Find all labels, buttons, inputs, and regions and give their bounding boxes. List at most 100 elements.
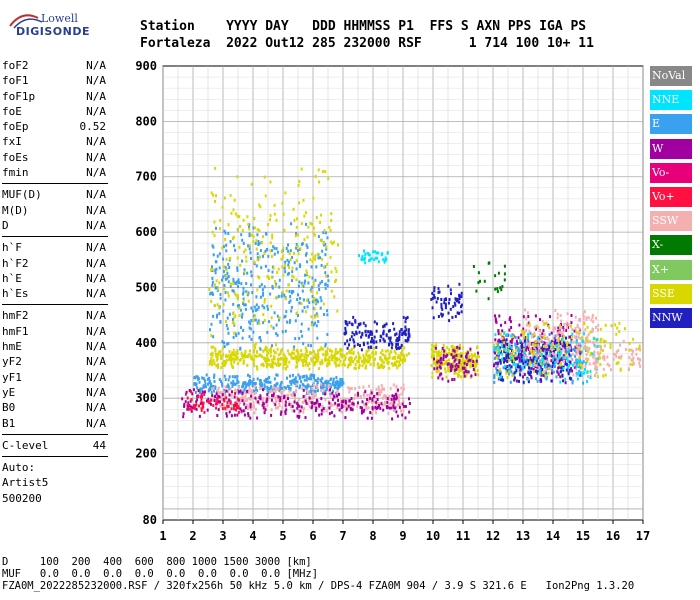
echo-point-e xyxy=(509,358,512,361)
echo-point-sse xyxy=(466,356,469,360)
echo-point-w xyxy=(446,353,449,357)
echo-point-nne xyxy=(548,342,551,346)
echo-point-sse xyxy=(218,281,221,285)
echo-point-e xyxy=(211,244,214,248)
echo-point-sse xyxy=(343,363,346,367)
echo-point-vo xyxy=(190,398,193,402)
echo-point-sse xyxy=(394,351,397,355)
echo-point-vo xyxy=(225,396,228,400)
echo-point-sse xyxy=(272,266,275,270)
echo-point-ssw xyxy=(388,397,390,401)
echo-point-sse xyxy=(272,355,275,359)
echo-point-w xyxy=(348,399,351,403)
echo-point-w xyxy=(433,357,435,361)
echo-point-e xyxy=(247,383,250,387)
x-tick-label: 4 xyxy=(249,529,256,543)
echo-point-e xyxy=(305,386,308,390)
echo-point-sse xyxy=(442,362,444,366)
echo-point-sse xyxy=(391,356,394,360)
echo-point-sse xyxy=(362,361,365,365)
echo-point-e xyxy=(296,298,299,301)
echo-point-e xyxy=(215,260,218,264)
echo-point-sse xyxy=(348,358,350,362)
echo-point-e xyxy=(210,382,212,386)
echo-point-e xyxy=(575,339,578,343)
echo-point-ssw xyxy=(577,351,580,355)
echo-point-sse xyxy=(388,352,391,356)
echo-point-ssw xyxy=(561,331,564,335)
echo-point-w xyxy=(523,373,526,376)
echo-point-sse xyxy=(277,353,280,357)
echo-point-e xyxy=(519,348,521,352)
echo-point-e xyxy=(208,381,211,385)
echo-point-nne xyxy=(596,344,599,348)
echo-point-w xyxy=(392,405,395,409)
echo-point-sse xyxy=(325,245,328,249)
echo-point-sse xyxy=(474,354,476,358)
echo-point-sse xyxy=(304,211,307,215)
echo-point-e xyxy=(225,249,228,253)
echo-point-sse xyxy=(353,366,356,370)
echo-point-e xyxy=(294,381,297,385)
echo-point-nne xyxy=(384,256,387,260)
echo-point-sse xyxy=(278,316,281,320)
echo-point-w xyxy=(550,371,553,375)
echo-point-sse xyxy=(315,358,318,362)
echo-point-ssw xyxy=(548,354,551,358)
echo-point-w xyxy=(360,411,363,415)
echo-point-e xyxy=(306,245,309,249)
echo-point-w xyxy=(450,353,453,357)
echo-point-ssw xyxy=(584,328,587,332)
echo-point-sse xyxy=(298,201,300,205)
echo-point-x xyxy=(503,264,506,268)
echo-point-nnw xyxy=(454,297,457,301)
echo-point-ssw xyxy=(383,402,386,406)
echo-point-nnw xyxy=(565,336,567,340)
echo-point-nnw xyxy=(352,338,355,342)
echo-point-w xyxy=(465,363,468,367)
echo-point-e xyxy=(252,226,255,230)
echo-point-sse xyxy=(396,366,399,370)
echo-point-ssw xyxy=(545,337,548,341)
echo-point-w xyxy=(197,389,200,392)
echo-points xyxy=(181,166,642,421)
echo-point-e xyxy=(211,280,214,284)
echo-point-sse xyxy=(295,365,298,369)
echo-point-vo xyxy=(237,397,240,401)
echo-point-nne xyxy=(512,362,515,366)
echo-point-e xyxy=(258,285,261,289)
echo-point-sse xyxy=(401,358,404,362)
echo-point-nne xyxy=(592,337,595,340)
echo-point-e xyxy=(336,379,339,383)
echo-point-sse xyxy=(244,352,247,356)
echo-point-e xyxy=(244,307,247,311)
echo-point-w xyxy=(450,363,453,367)
echo-point-w xyxy=(345,401,348,405)
echo-point-ssw xyxy=(223,392,226,396)
echo-point-e xyxy=(288,260,291,264)
param-label: D xyxy=(2,218,9,232)
echo-point-w xyxy=(518,323,521,327)
echo-point-ssw xyxy=(370,411,373,415)
echo-point-w xyxy=(293,409,296,413)
echo-point-sse xyxy=(284,357,286,361)
echo-point-nne xyxy=(584,361,587,365)
echo-point-sse xyxy=(567,346,570,349)
echo-point-e xyxy=(281,330,284,334)
echo-point-vo xyxy=(184,392,187,396)
echo-point-w xyxy=(408,397,410,401)
echo-point-e xyxy=(322,243,325,247)
echo-point-sse xyxy=(434,361,437,365)
echo-point-sse xyxy=(473,369,476,373)
echo-point-sse xyxy=(330,212,333,216)
echo-point-sse xyxy=(238,245,241,249)
echo-point-w xyxy=(453,355,456,359)
echo-point-e xyxy=(553,356,556,360)
echo-point-sse xyxy=(285,297,287,301)
echo-point-sse xyxy=(457,375,459,378)
echo-point-w xyxy=(472,368,475,371)
echo-point-e xyxy=(232,279,235,283)
echo-point-e xyxy=(532,355,535,359)
legend-item-vo: Vo+ xyxy=(650,186,692,207)
echo-point-ssw xyxy=(539,339,542,343)
